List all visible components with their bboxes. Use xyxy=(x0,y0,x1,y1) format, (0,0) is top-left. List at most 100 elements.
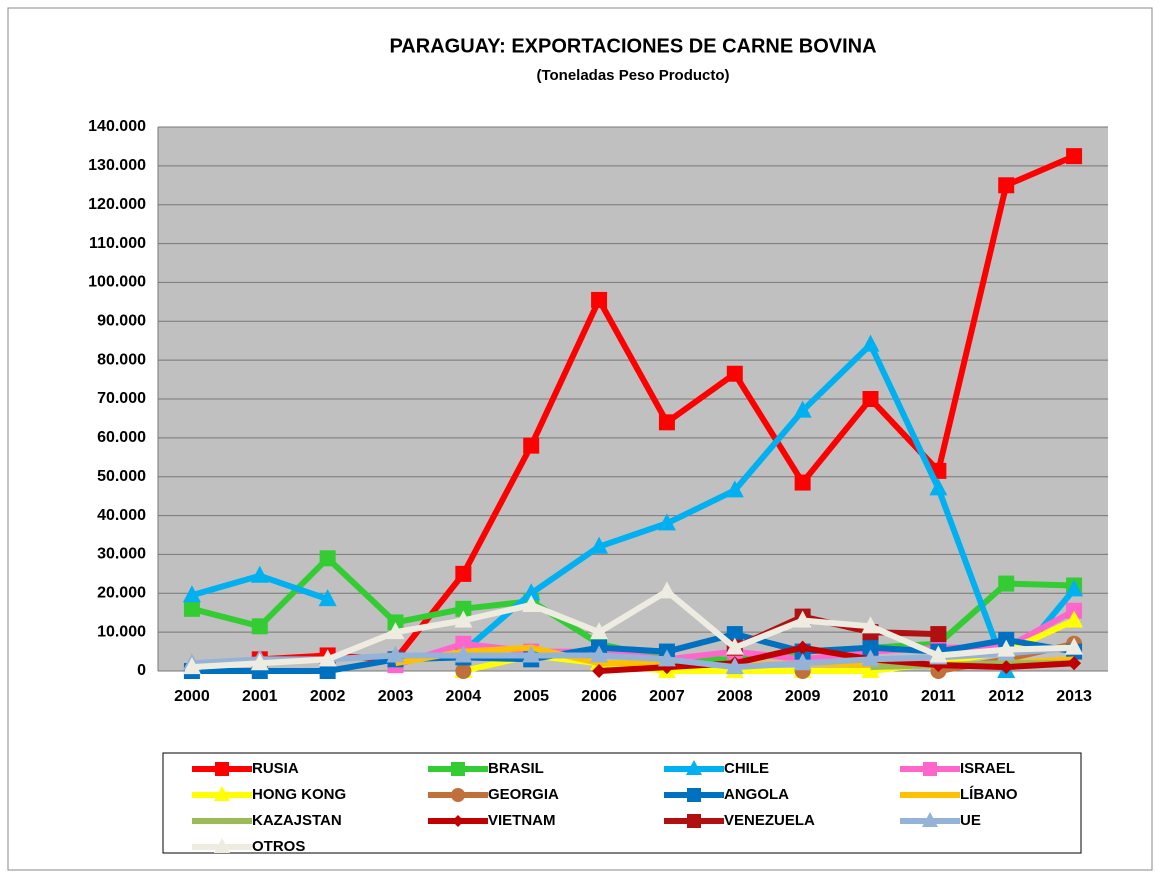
x-tick-label: 2003 xyxy=(378,688,414,705)
chart-subtitle: (Toneladas Peso Producto) xyxy=(536,67,729,84)
legend-label: VENEZUELA xyxy=(724,812,815,829)
y-tick-label: 20.000 xyxy=(97,585,146,602)
marker xyxy=(725,480,744,498)
marker xyxy=(930,626,947,643)
x-tick-label: 2011 xyxy=(921,688,956,705)
legend-label: BRASIL xyxy=(488,760,544,777)
marker xyxy=(522,645,541,663)
marker xyxy=(523,437,540,454)
marker xyxy=(454,645,473,663)
marker xyxy=(522,583,541,601)
x-tick-label: 2010 xyxy=(853,688,889,705)
marker xyxy=(999,660,1014,675)
marker xyxy=(591,291,608,308)
legend-label: UE xyxy=(960,812,981,829)
marker xyxy=(929,645,948,663)
y-tick-label: 90.000 xyxy=(97,313,146,330)
marker xyxy=(319,550,336,567)
marker xyxy=(687,814,701,828)
marker xyxy=(725,657,744,675)
series-line xyxy=(191,588,1075,671)
marker xyxy=(183,600,200,617)
x-tick-label: 2000 xyxy=(174,688,210,705)
marker xyxy=(455,635,472,652)
marker xyxy=(793,400,812,418)
x-tick-label: 2012 xyxy=(988,688,1024,705)
y-tick-label: 40.000 xyxy=(97,507,146,524)
marker xyxy=(998,575,1015,592)
marker xyxy=(1066,148,1083,165)
marker xyxy=(590,536,609,554)
legend-label: LÍBANO xyxy=(960,786,1018,803)
legend-label: ISRAEL xyxy=(960,760,1015,777)
marker xyxy=(182,585,201,603)
marker xyxy=(452,815,464,827)
marker xyxy=(794,474,811,491)
marker xyxy=(862,639,879,656)
chart-title: PARAGUAY: EXPORTACIONES DE CARNE BOVINA xyxy=(389,35,876,57)
marker xyxy=(251,618,268,635)
y-tick-label: 10.000 xyxy=(97,623,146,640)
legend-label: CHILE xyxy=(724,760,769,777)
marker xyxy=(455,565,472,582)
marker xyxy=(215,762,229,776)
y-tick-label: 130.000 xyxy=(88,157,146,174)
y-tick-label: 0 xyxy=(137,662,146,679)
legend-label: HONG KONG xyxy=(252,786,346,803)
x-tick-label: 2005 xyxy=(513,688,549,705)
marker xyxy=(923,762,937,776)
y-tick-label: 70.000 xyxy=(97,390,146,407)
y-tick-label: 50.000 xyxy=(97,468,146,485)
marker xyxy=(658,414,675,431)
marker xyxy=(657,513,676,531)
legend-label: VIETNAM xyxy=(488,812,556,829)
y-tick-label: 120.000 xyxy=(88,196,146,213)
legend-label: ANGOLA xyxy=(724,786,789,803)
y-tick-label: 30.000 xyxy=(97,546,146,563)
marker xyxy=(451,762,465,776)
marker xyxy=(861,661,880,678)
x-tick-label: 2009 xyxy=(785,688,821,705)
x-tick-label: 2002 xyxy=(310,688,346,705)
legend-label: KAZAJSTAN xyxy=(252,812,342,829)
marker xyxy=(454,610,473,628)
marker xyxy=(318,649,337,667)
marker xyxy=(861,649,880,667)
marker xyxy=(214,786,230,801)
marker xyxy=(657,649,676,667)
marker xyxy=(250,653,269,671)
y-tick-label: 140.000 xyxy=(88,118,146,135)
y-tick-label: 100.000 xyxy=(88,274,146,291)
marker xyxy=(182,657,201,675)
marker xyxy=(214,838,230,853)
y-tick-label: 110.000 xyxy=(89,235,146,252)
x-tick-label: 2006 xyxy=(581,688,617,705)
marker xyxy=(455,663,472,679)
marker xyxy=(929,478,948,496)
marker xyxy=(590,622,609,640)
x-tick-label: 2007 xyxy=(649,688,685,705)
series-line xyxy=(191,644,1075,671)
marker xyxy=(1065,637,1084,655)
marker xyxy=(862,391,879,407)
marker xyxy=(522,594,541,612)
marker xyxy=(250,565,269,583)
marker xyxy=(318,589,337,607)
marker xyxy=(386,645,405,663)
marker xyxy=(592,664,607,678)
x-tick-label: 2013 xyxy=(1056,688,1092,705)
marker xyxy=(726,626,743,643)
marker xyxy=(455,600,472,617)
marker xyxy=(997,639,1016,657)
x-tick-label: 2004 xyxy=(446,688,482,705)
marker xyxy=(793,610,812,628)
y-tick-label: 60.000 xyxy=(97,429,146,446)
marker xyxy=(687,788,701,802)
marker xyxy=(861,334,880,352)
marker xyxy=(922,812,938,827)
legend-label: RUSIA xyxy=(252,760,299,777)
marker xyxy=(319,663,336,679)
marker xyxy=(726,365,743,382)
series-line xyxy=(598,644,1075,674)
